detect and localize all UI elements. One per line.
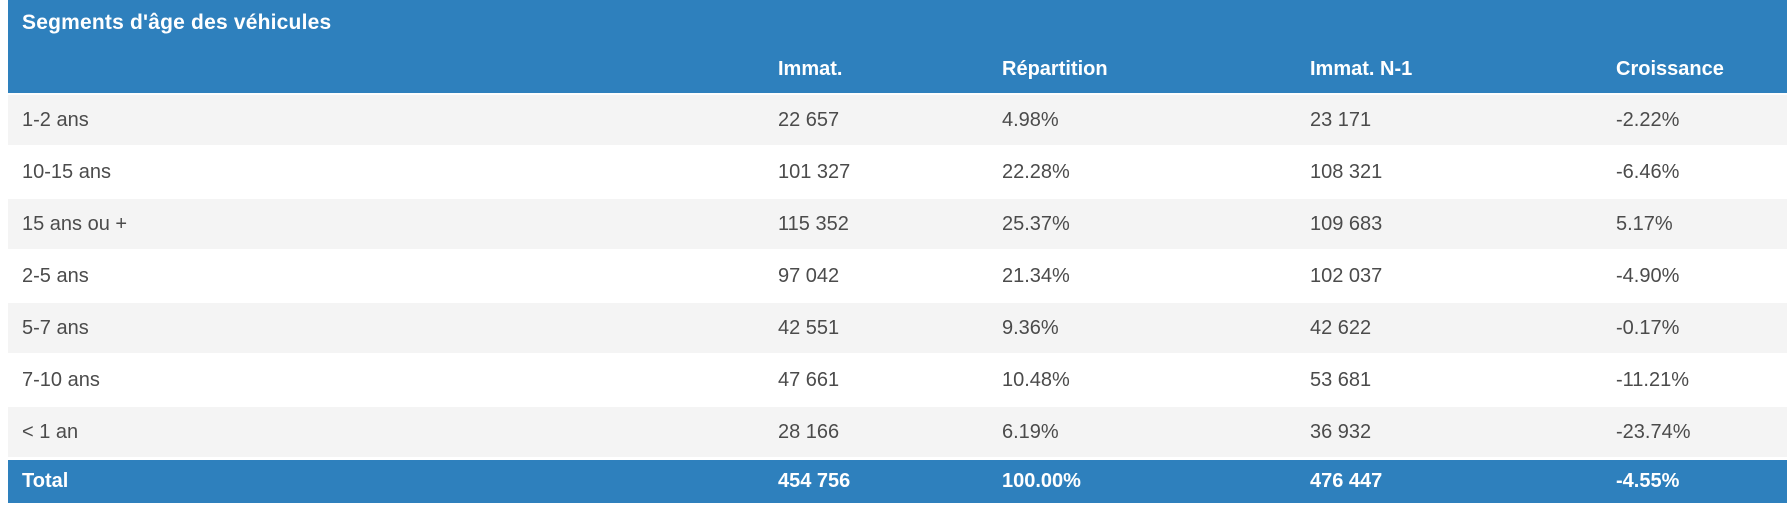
cell-croissance: -0.17% <box>1606 303 1787 355</box>
table-row: 5-7 ans 42 551 9.36% 42 622 -0.17% <box>8 303 1787 355</box>
cell-croissance: 5.17% <box>1606 199 1787 251</box>
cell-immat: 42 551 <box>768 303 992 355</box>
table-row: < 1 an 28 166 6.19% 36 932 -23.74% <box>8 407 1787 459</box>
cell-repartition: 4.98% <box>992 95 1300 147</box>
cell-repartition: 6.19% <box>992 407 1300 459</box>
header-row: Immat. Répartition Immat. N-1 Croissance <box>8 46 1787 95</box>
total-immat: 454 756 <box>768 459 992 503</box>
cell-immat-n1: 36 932 <box>1300 407 1606 459</box>
cell-segment: 10-15 ans <box>8 147 768 199</box>
total-croissance: -4.55% <box>1606 459 1787 503</box>
cell-repartition: 22.28% <box>992 147 1300 199</box>
cell-immat-n1: 23 171 <box>1300 95 1606 147</box>
total-repartition: 100.00% <box>992 459 1300 503</box>
panel-title: Segments d'âge des véhicules <box>22 11 332 34</box>
column-header-repartition[interactable]: Répartition <box>992 46 1300 95</box>
table-row: 2-5 ans 97 042 21.34% 102 037 -4.90% <box>8 251 1787 303</box>
vehicle-age-segments-panel: Segments d'âge des véhicules Immat. Répa… <box>8 0 1787 503</box>
cell-croissance: -6.46% <box>1606 147 1787 199</box>
cell-immat-n1: 109 683 <box>1300 199 1606 251</box>
table-row: 15 ans ou + 115 352 25.37% 109 683 5.17% <box>8 199 1787 251</box>
cell-immat: 28 166 <box>768 407 992 459</box>
cell-immat: 97 042 <box>768 251 992 303</box>
cell-immat-n1: 102 037 <box>1300 251 1606 303</box>
cell-croissance: -11.21% <box>1606 355 1787 407</box>
cell-immat-n1: 108 321 <box>1300 147 1606 199</box>
cell-immat: 101 327 <box>768 147 992 199</box>
cell-segment: 5-7 ans <box>8 303 768 355</box>
vehicle-age-table: Immat. Répartition Immat. N-1 Croissance… <box>8 46 1787 503</box>
cell-croissance: -23.74% <box>1606 407 1787 459</box>
cell-segment: 15 ans ou + <box>8 199 768 251</box>
column-header-croissance[interactable]: Croissance <box>1606 46 1787 95</box>
cell-croissance: -2.22% <box>1606 95 1787 147</box>
column-header-segment[interactable] <box>8 46 768 95</box>
cell-repartition: 25.37% <box>992 199 1300 251</box>
panel-title-bar: Segments d'âge des véhicules <box>8 0 1787 46</box>
cell-repartition: 21.34% <box>992 251 1300 303</box>
table-header: Immat. Répartition Immat. N-1 Croissance <box>8 46 1787 95</box>
column-header-immat-n1[interactable]: Immat. N-1 <box>1300 46 1606 95</box>
total-label: Total <box>8 459 768 503</box>
column-header-immat[interactable]: Immat. <box>768 46 992 95</box>
cell-segment: 1-2 ans <box>8 95 768 147</box>
cell-immat-n1: 53 681 <box>1300 355 1606 407</box>
total-row: Total 454 756 100.00% 476 447 -4.55% <box>8 459 1787 503</box>
table-row: 7-10 ans 47 661 10.48% 53 681 -11.21% <box>8 355 1787 407</box>
table-row: 10-15 ans 101 327 22.28% 108 321 -6.46% <box>8 147 1787 199</box>
cell-immat-n1: 42 622 <box>1300 303 1606 355</box>
table-body: 1-2 ans 22 657 4.98% 23 171 -2.22% 10-15… <box>8 95 1787 459</box>
cell-segment: 2-5 ans <box>8 251 768 303</box>
cell-segment: 7-10 ans <box>8 355 768 407</box>
cell-segment: < 1 an <box>8 407 768 459</box>
cell-immat: 22 657 <box>768 95 992 147</box>
cell-repartition: 9.36% <box>992 303 1300 355</box>
cell-immat: 47 661 <box>768 355 992 407</box>
cell-croissance: -4.90% <box>1606 251 1787 303</box>
cell-repartition: 10.48% <box>992 355 1300 407</box>
table-footer: Total 454 756 100.00% 476 447 -4.55% <box>8 459 1787 503</box>
cell-immat: 115 352 <box>768 199 992 251</box>
table-row: 1-2 ans 22 657 4.98% 23 171 -2.22% <box>8 95 1787 147</box>
total-immat-n1: 476 447 <box>1300 459 1606 503</box>
